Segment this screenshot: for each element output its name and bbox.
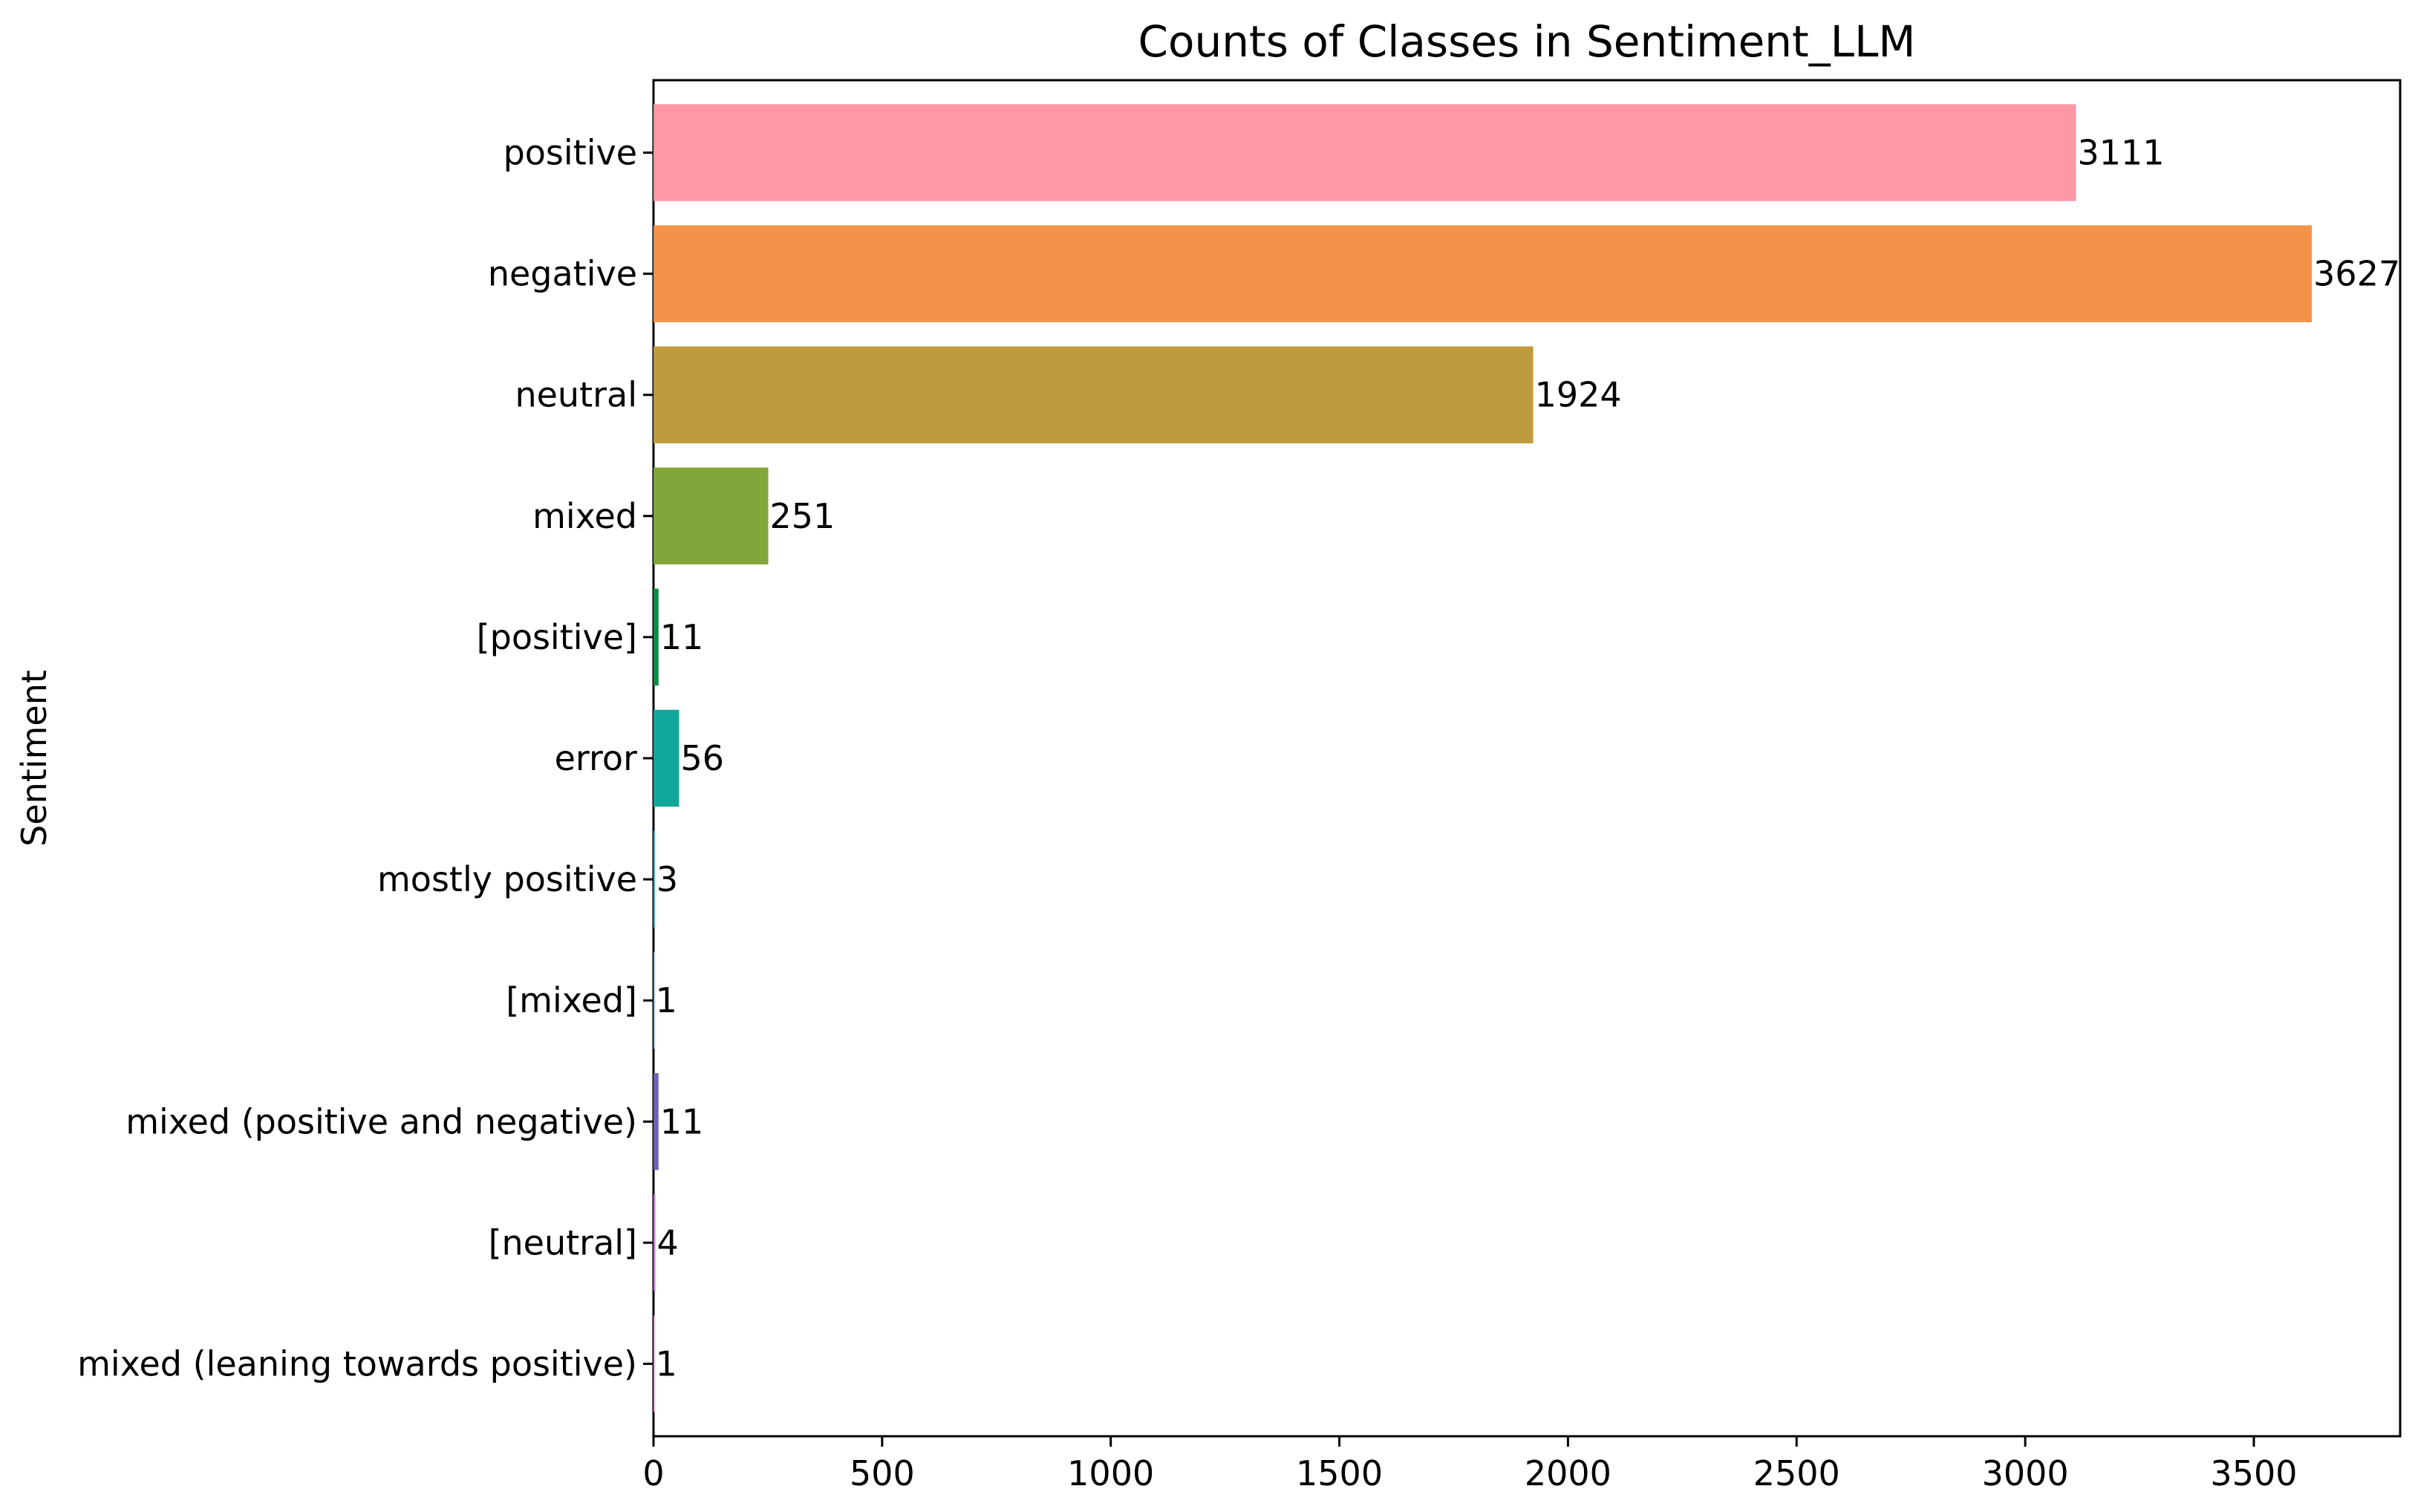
x-tick-label: 0 — [642, 1453, 664, 1493]
data-label: 3 — [656, 859, 678, 899]
data-label: 1 — [656, 1343, 677, 1384]
x-tick-label: 2500 — [1753, 1453, 1840, 1493]
x-tick-label: 3000 — [1982, 1453, 2069, 1493]
y-tick-label: mixed — [532, 496, 637, 536]
data-label: 3627 — [2313, 254, 2400, 294]
y-tick-label: mixed (leaning towards positive) — [77, 1343, 637, 1384]
y-tick-label: error — [555, 738, 637, 778]
y-tick-label: mostly positive — [377, 859, 637, 899]
x-tick-label: 1000 — [1067, 1453, 1154, 1493]
bars-layer — [654, 104, 2313, 1412]
bar-positive — [654, 104, 2076, 201]
bar-mixed — [654, 467, 769, 565]
x-tick-label: 2000 — [1525, 1453, 1611, 1493]
bar-neutral — [654, 1194, 656, 1291]
chart-title: Counts of Classes in Sentiment_LLM — [1138, 16, 1916, 67]
y-tick-label: [neutral] — [489, 1222, 637, 1262]
y-tick-label: [positive] — [477, 617, 637, 657]
bar-negative — [654, 225, 2313, 322]
y-tick-label: negative — [488, 254, 637, 294]
data-label: 1924 — [1535, 375, 1622, 415]
data-label: 56 — [680, 738, 724, 778]
bar-mixed-leaning-towards-positive — [654, 1315, 655, 1412]
bar-error — [654, 709, 679, 807]
x-tick-label: 500 — [850, 1453, 915, 1493]
x-tick-label: 3500 — [2210, 1453, 2297, 1493]
data-label: 4 — [656, 1222, 678, 1262]
y-tick-labels: positive negative neutral mixed [positive] er… — [77, 133, 654, 1384]
data-label: 11 — [660, 617, 704, 657]
data-label: 251 — [770, 496, 835, 536]
y-tick-label: mixed (positive and negative) — [126, 1101, 637, 1141]
bar-neutral — [654, 346, 1534, 443]
bar-mixed-positive-and-negative — [654, 1073, 659, 1170]
bar-mostly-positive — [654, 830, 655, 928]
y-tick-label: [mixed] — [506, 980, 637, 1020]
data-label: 1 — [656, 980, 677, 1020]
bar-positive — [654, 588, 659, 686]
bar-mixed — [654, 951, 655, 1049]
x-tick-labels: 0 500 1000 1500 2000 2500 3000 3500 — [642, 1436, 2298, 1493]
y-tick-label: positive — [503, 133, 637, 173]
data-label: 3111 — [2077, 133, 2164, 173]
data-label: 11 — [660, 1101, 704, 1141]
y-tick-label: neutral — [515, 375, 637, 415]
y-axis-label: Sentiment — [14, 670, 54, 847]
x-tick-label: 1500 — [1296, 1453, 1383, 1493]
